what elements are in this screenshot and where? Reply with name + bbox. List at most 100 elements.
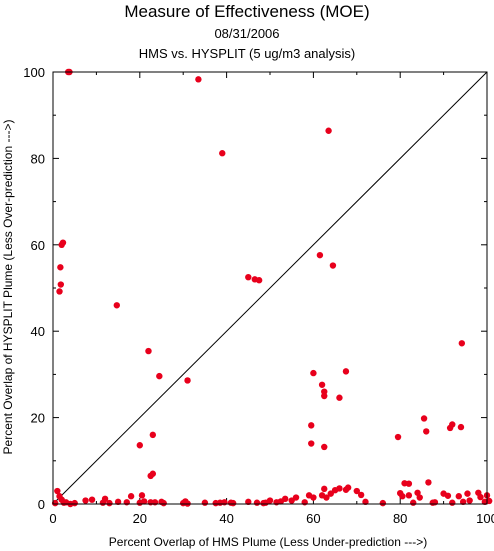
data-point [410,499,417,506]
data-point [425,479,432,486]
y-tick-label: 60 [31,238,45,253]
data-point [221,499,228,506]
data-point [219,150,226,157]
data-point [195,76,202,83]
data-point [466,497,473,504]
data-point [327,490,334,497]
data-point [458,340,466,347]
data-point [145,347,152,355]
data-point [114,498,122,506]
data-point [310,494,317,501]
plot-frame [52,71,488,505]
y-tick-label: 20 [31,411,45,426]
one-to-one-reference-line [52,71,488,505]
data-point [301,499,308,506]
data-point [336,485,343,492]
data-point [245,274,252,281]
data-point [106,499,113,507]
data-point [457,423,465,431]
data-point [414,489,421,496]
data-point [399,493,406,500]
y-tick-label: 0 [38,497,45,512]
data-point [325,127,332,134]
x-axis-label: Percent Overlap of HMS Plume (Less Under… [109,535,427,549]
data-point [127,493,135,500]
data-points [51,68,493,508]
data-point [318,381,326,388]
data-point [379,499,387,507]
data-point [459,498,467,506]
data-point [329,262,337,269]
data-point [58,241,65,248]
data-point [449,421,456,428]
data-point [336,394,343,401]
data-point [266,497,274,504]
data-point [255,277,263,284]
data-point [310,369,317,377]
data-point [401,480,408,487]
data-point [477,493,484,501]
y-axis-label: Percent Overlap of HYSPLIT Plume (Less O… [1,120,15,455]
data-point [431,499,439,506]
data-point [160,499,167,507]
data-point [51,499,59,507]
data-point [321,392,328,400]
y-tick-label: 80 [31,151,45,166]
data-point [321,485,328,493]
chart-title: Measure of Effectiveness (MOE) [124,2,369,21]
data-point [464,490,471,497]
data-point [113,302,120,309]
data-point [344,484,352,491]
x-tick-label: 80 [393,511,407,526]
x-tick-label: 60 [306,511,320,526]
data-point [281,495,289,503]
x-tick-label: 20 [133,511,147,526]
data-point [423,428,430,435]
data-point [71,499,78,507]
tick-labels: 0 20 40 60 80 100 0 20 40 60 80 100 [23,65,494,526]
data-point [136,442,143,449]
data-point [245,498,252,506]
data-point [229,499,237,507]
data-point [362,498,369,506]
data-point [101,495,109,503]
data-point [253,499,261,506]
data-point [138,492,146,499]
data-point [57,281,65,288]
x-tick-label: 0 [49,511,56,526]
data-point [151,499,159,506]
data-point [321,443,328,451]
x-tick-label: 40 [219,511,233,526]
data-point [123,499,130,506]
data-point [149,431,157,439]
chart-date: 08/31/2006 [214,26,279,41]
data-point [444,492,452,499]
data-point [57,264,64,271]
data-point [353,487,360,495]
data-point [308,422,315,429]
data-point [184,377,191,384]
data-point [316,251,324,259]
x-tick-label: 100 [476,511,494,526]
data-point [455,493,462,500]
data-point [56,288,63,295]
data-point [485,497,493,505]
data-point [449,499,456,506]
data-point [54,487,61,495]
data-point [292,494,300,501]
data-point [156,372,163,380]
data-point [416,494,423,501]
data-point [149,470,157,477]
data-point [82,497,89,504]
data-point [140,498,148,505]
data-point [405,492,413,499]
data-point [342,368,350,375]
data-point [201,499,209,506]
data-point [394,433,402,441]
y-tick-label: 100 [23,65,45,80]
data-point [308,440,315,447]
data-point [357,491,365,499]
data-point [420,415,428,422]
y-tick-label: 40 [31,324,45,339]
